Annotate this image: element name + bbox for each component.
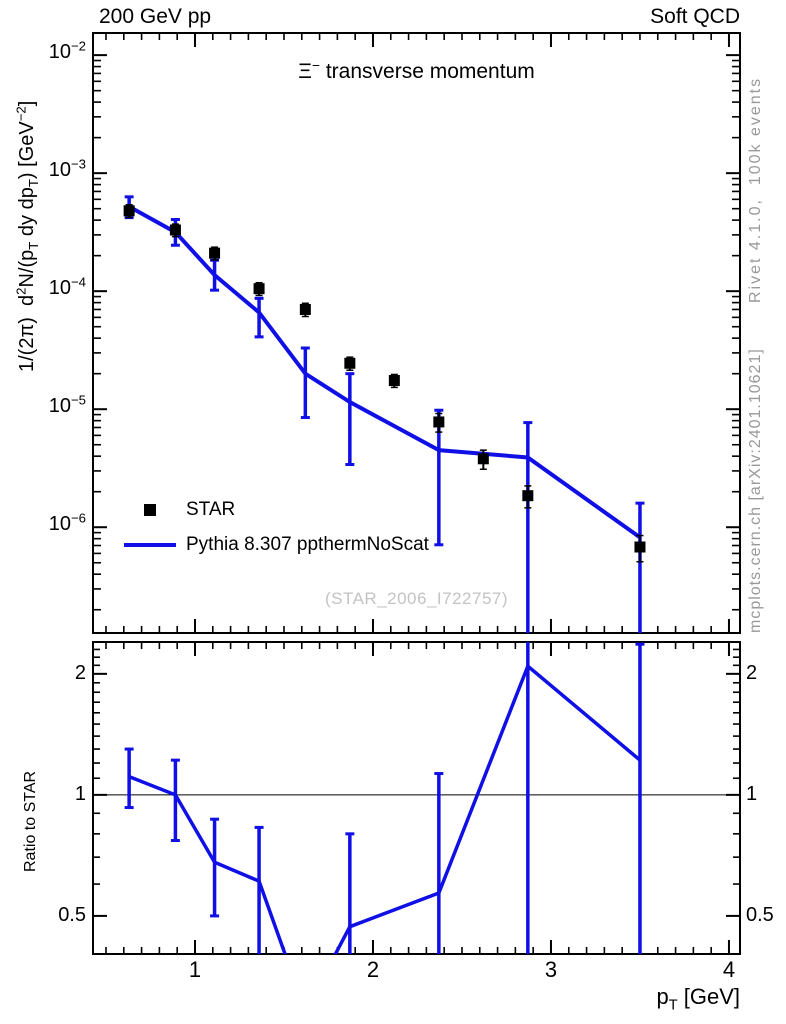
ratio-panel-frame <box>92 641 741 955</box>
plot-title: Ξ− transverse momentum <box>298 57 535 83</box>
legend: STAR Pythia 8.307 ppthermNoScat <box>124 492 429 562</box>
ratio-tick-label: 2 <box>746 661 758 684</box>
data-marker-icon <box>144 503 156 516</box>
y-tick-label: 10−2 <box>48 38 86 64</box>
ratio-tick-label: 1 <box>74 782 86 805</box>
data-point-marker <box>344 357 356 369</box>
data-point-marker <box>299 303 311 315</box>
beam-energy-heading: 200 GeV pp <box>99 5 212 28</box>
x-tick-label: 4 <box>722 957 736 982</box>
analysis-id-watermark: (STAR_2006_I722757) <box>324 589 509 608</box>
main-panel-frame <box>92 32 741 634</box>
data-point-marker <box>123 205 135 217</box>
data-point-marker <box>169 224 181 236</box>
process-group-heading: Soft QCD <box>650 5 740 28</box>
legend-entry-mc: Pythia 8.307 ppthermNoScat <box>124 527 429 562</box>
data-point-marker <box>253 283 265 295</box>
legend-swatch-area <box>124 503 176 516</box>
data-point-marker <box>634 541 646 553</box>
data-point-marker <box>433 416 445 428</box>
y-tick-label: 10−4 <box>48 274 86 300</box>
data-point-marker <box>477 453 489 465</box>
mc-line-icon <box>124 542 176 547</box>
x-axis-label: pT [GeV] <box>656 984 740 1014</box>
y-tick-label: 10−3 <box>48 156 86 182</box>
legend-swatch-area <box>124 542 176 547</box>
x-tick-label: 3 <box>544 957 558 982</box>
mc-prediction-line <box>128 204 642 540</box>
ratio-tick-label: 2 <box>74 661 86 684</box>
main-panel-series <box>123 195 646 633</box>
data-point-marker <box>522 490 534 502</box>
mcplots-reference-note: mcplots.cern.ch [arXiv:2401.10621] <box>747 348 764 633</box>
legend-label-data: STAR <box>186 498 236 520</box>
x-tick-label: 1 <box>188 957 202 982</box>
mc-ratio-line <box>128 663 642 954</box>
data-point-marker <box>388 375 400 387</box>
rivet-version-note: Rivet 4.1.0, 100k events <box>747 76 764 303</box>
y-tick-label: 10−6 <box>48 510 86 536</box>
legend-entry-data: STAR <box>124 492 429 527</box>
ratio-tick-label: 0.5 <box>746 903 774 926</box>
legend-label-mc: Pythia 8.307 ppthermNoScat <box>186 533 429 555</box>
ratio-tick-label: 1 <box>746 782 758 805</box>
y-axis-label: 1/(2π) d2N/(pT dy dpT) [GeV−2] <box>13 100 41 372</box>
x-tick-label: 2 <box>366 957 380 982</box>
data-point-marker <box>209 247 221 259</box>
ratio-tick-label: 0.5 <box>58 903 86 926</box>
ratio-axis-label: Ratio to STAR <box>22 770 39 872</box>
ratio-panel-series <box>124 642 645 954</box>
y-tick-label: 10−5 <box>48 392 86 418</box>
